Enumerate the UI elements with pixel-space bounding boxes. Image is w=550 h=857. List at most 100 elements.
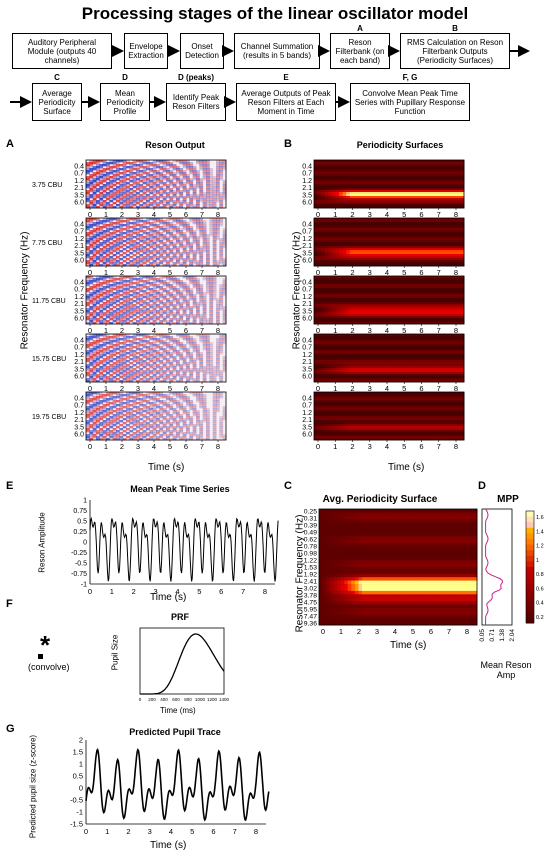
c-heatmap-cell xyxy=(354,532,359,537)
heatmap-cell xyxy=(136,220,140,223)
c-heatmap-cell xyxy=(408,549,413,554)
heatmap-cell xyxy=(159,354,164,357)
c-heatmap-cell xyxy=(462,563,467,568)
c-heatmap-cell xyxy=(448,563,453,568)
heatmap-cell xyxy=(162,244,167,247)
heatmap-cell xyxy=(162,176,167,179)
c-heatmap-cell xyxy=(426,597,431,602)
heatmap-cell xyxy=(109,168,114,171)
heatmap-cell xyxy=(139,286,144,289)
heatmap-cell xyxy=(149,350,154,353)
heatmap-cell xyxy=(109,246,114,249)
heatmap-cell xyxy=(166,298,170,301)
heatmap-cell xyxy=(172,234,177,237)
heatmap-cell xyxy=(122,256,127,259)
heatmap-cell xyxy=(139,364,144,367)
heatmap-cell xyxy=(116,392,120,395)
heatmap-cell xyxy=(192,184,197,187)
heatmap-cell xyxy=(99,290,104,293)
heatmap-cell xyxy=(146,238,150,241)
heatmap-cell xyxy=(212,182,217,185)
heatmap-cell xyxy=(192,254,197,257)
heatmap-cell xyxy=(216,314,220,317)
heatmap-cell xyxy=(136,358,140,361)
heatmap-cell xyxy=(129,164,134,167)
heatmap-cell xyxy=(212,250,217,253)
heatmap-cell xyxy=(222,316,227,319)
heatmap-cell xyxy=(89,196,94,199)
c-heatmap-cell xyxy=(462,594,467,599)
heatmap-cell xyxy=(182,186,187,189)
c-heatmap-cell xyxy=(430,553,435,558)
heatmap-cell xyxy=(206,176,210,179)
heatmap-cell xyxy=(99,334,104,337)
c-heatmap-cell xyxy=(423,618,428,622)
heatmap-cell xyxy=(132,160,137,163)
heatmap-cell xyxy=(92,314,97,317)
e-x-tick-label: 8 xyxy=(263,587,267,596)
c-heatmap-cell xyxy=(459,515,464,520)
heatmap-cell xyxy=(86,180,90,183)
c-heatmap-cell xyxy=(444,563,449,568)
c-heatmap-cell xyxy=(387,604,392,609)
heatmap-cell xyxy=(149,162,154,165)
heatmap-cell xyxy=(142,320,147,323)
c-heatmap-cell xyxy=(369,570,374,575)
c-heatmap-cell xyxy=(451,597,456,602)
heatmap-cell xyxy=(202,340,207,343)
heatmap-cell xyxy=(199,160,204,163)
heatmap-cell xyxy=(152,160,157,163)
heatmap-cell xyxy=(172,360,177,363)
heatmap-cell xyxy=(209,220,214,223)
heatmap-cell xyxy=(136,372,140,375)
heatmap-cell xyxy=(152,174,157,177)
c-heatmap-cell xyxy=(369,560,374,564)
c-heatmap-cell xyxy=(441,590,446,595)
heatmap-cell xyxy=(189,252,194,255)
heatmap-cell xyxy=(89,166,94,169)
heatmap-cell xyxy=(192,280,197,283)
c-heatmap-cell xyxy=(329,539,334,544)
c-heatmap-cell xyxy=(408,577,413,581)
heatmap-cell xyxy=(92,292,97,295)
heatmap-cell xyxy=(129,344,134,347)
heatmap-cell xyxy=(152,358,157,361)
c-heatmap-cell xyxy=(376,601,381,605)
c-heatmap-cell xyxy=(469,601,474,605)
heatmap-cell xyxy=(196,160,200,163)
c-heatmap-cell xyxy=(344,611,349,616)
c-heatmap-cell xyxy=(347,567,352,571)
heatmap-cell xyxy=(219,304,224,307)
heatmap-cell xyxy=(206,252,210,255)
c-heatmap-cell xyxy=(326,532,331,537)
c-heatmap-cell xyxy=(459,536,464,541)
heatmap-cell xyxy=(176,298,180,301)
heatmap-cell xyxy=(116,338,120,341)
c-heatmap-cell xyxy=(319,539,324,544)
heatmap-cell xyxy=(166,282,170,285)
heatmap-cell xyxy=(182,282,187,285)
c-heatmap-cell xyxy=(387,546,392,551)
heatmap-cell xyxy=(109,374,114,377)
c-heatmap-cell xyxy=(437,580,442,585)
c-heatmap-cell xyxy=(365,546,370,551)
heatmap-cell xyxy=(126,298,130,301)
heatmap-cell xyxy=(96,182,100,185)
heatmap-cell xyxy=(186,182,190,185)
heatmap-cell xyxy=(92,284,97,287)
heatmap-cell xyxy=(149,352,154,355)
heatmap-cell xyxy=(152,226,157,229)
heatmap-cell xyxy=(179,356,184,359)
heatmap-cell xyxy=(182,162,187,165)
c-heatmap-cell xyxy=(319,618,324,622)
c-heatmap-cell xyxy=(448,621,453,626)
c-heatmap-cell xyxy=(383,594,388,599)
heatmap-cell xyxy=(216,190,220,193)
heatmap-cell xyxy=(152,380,157,383)
heatmap-cell xyxy=(199,186,204,189)
heatmap-cell xyxy=(196,370,200,373)
c-heatmap-cell xyxy=(344,614,349,619)
heatmap-cell xyxy=(202,298,207,301)
heatmap-cell xyxy=(212,278,217,281)
heatmap-cell xyxy=(112,338,117,341)
